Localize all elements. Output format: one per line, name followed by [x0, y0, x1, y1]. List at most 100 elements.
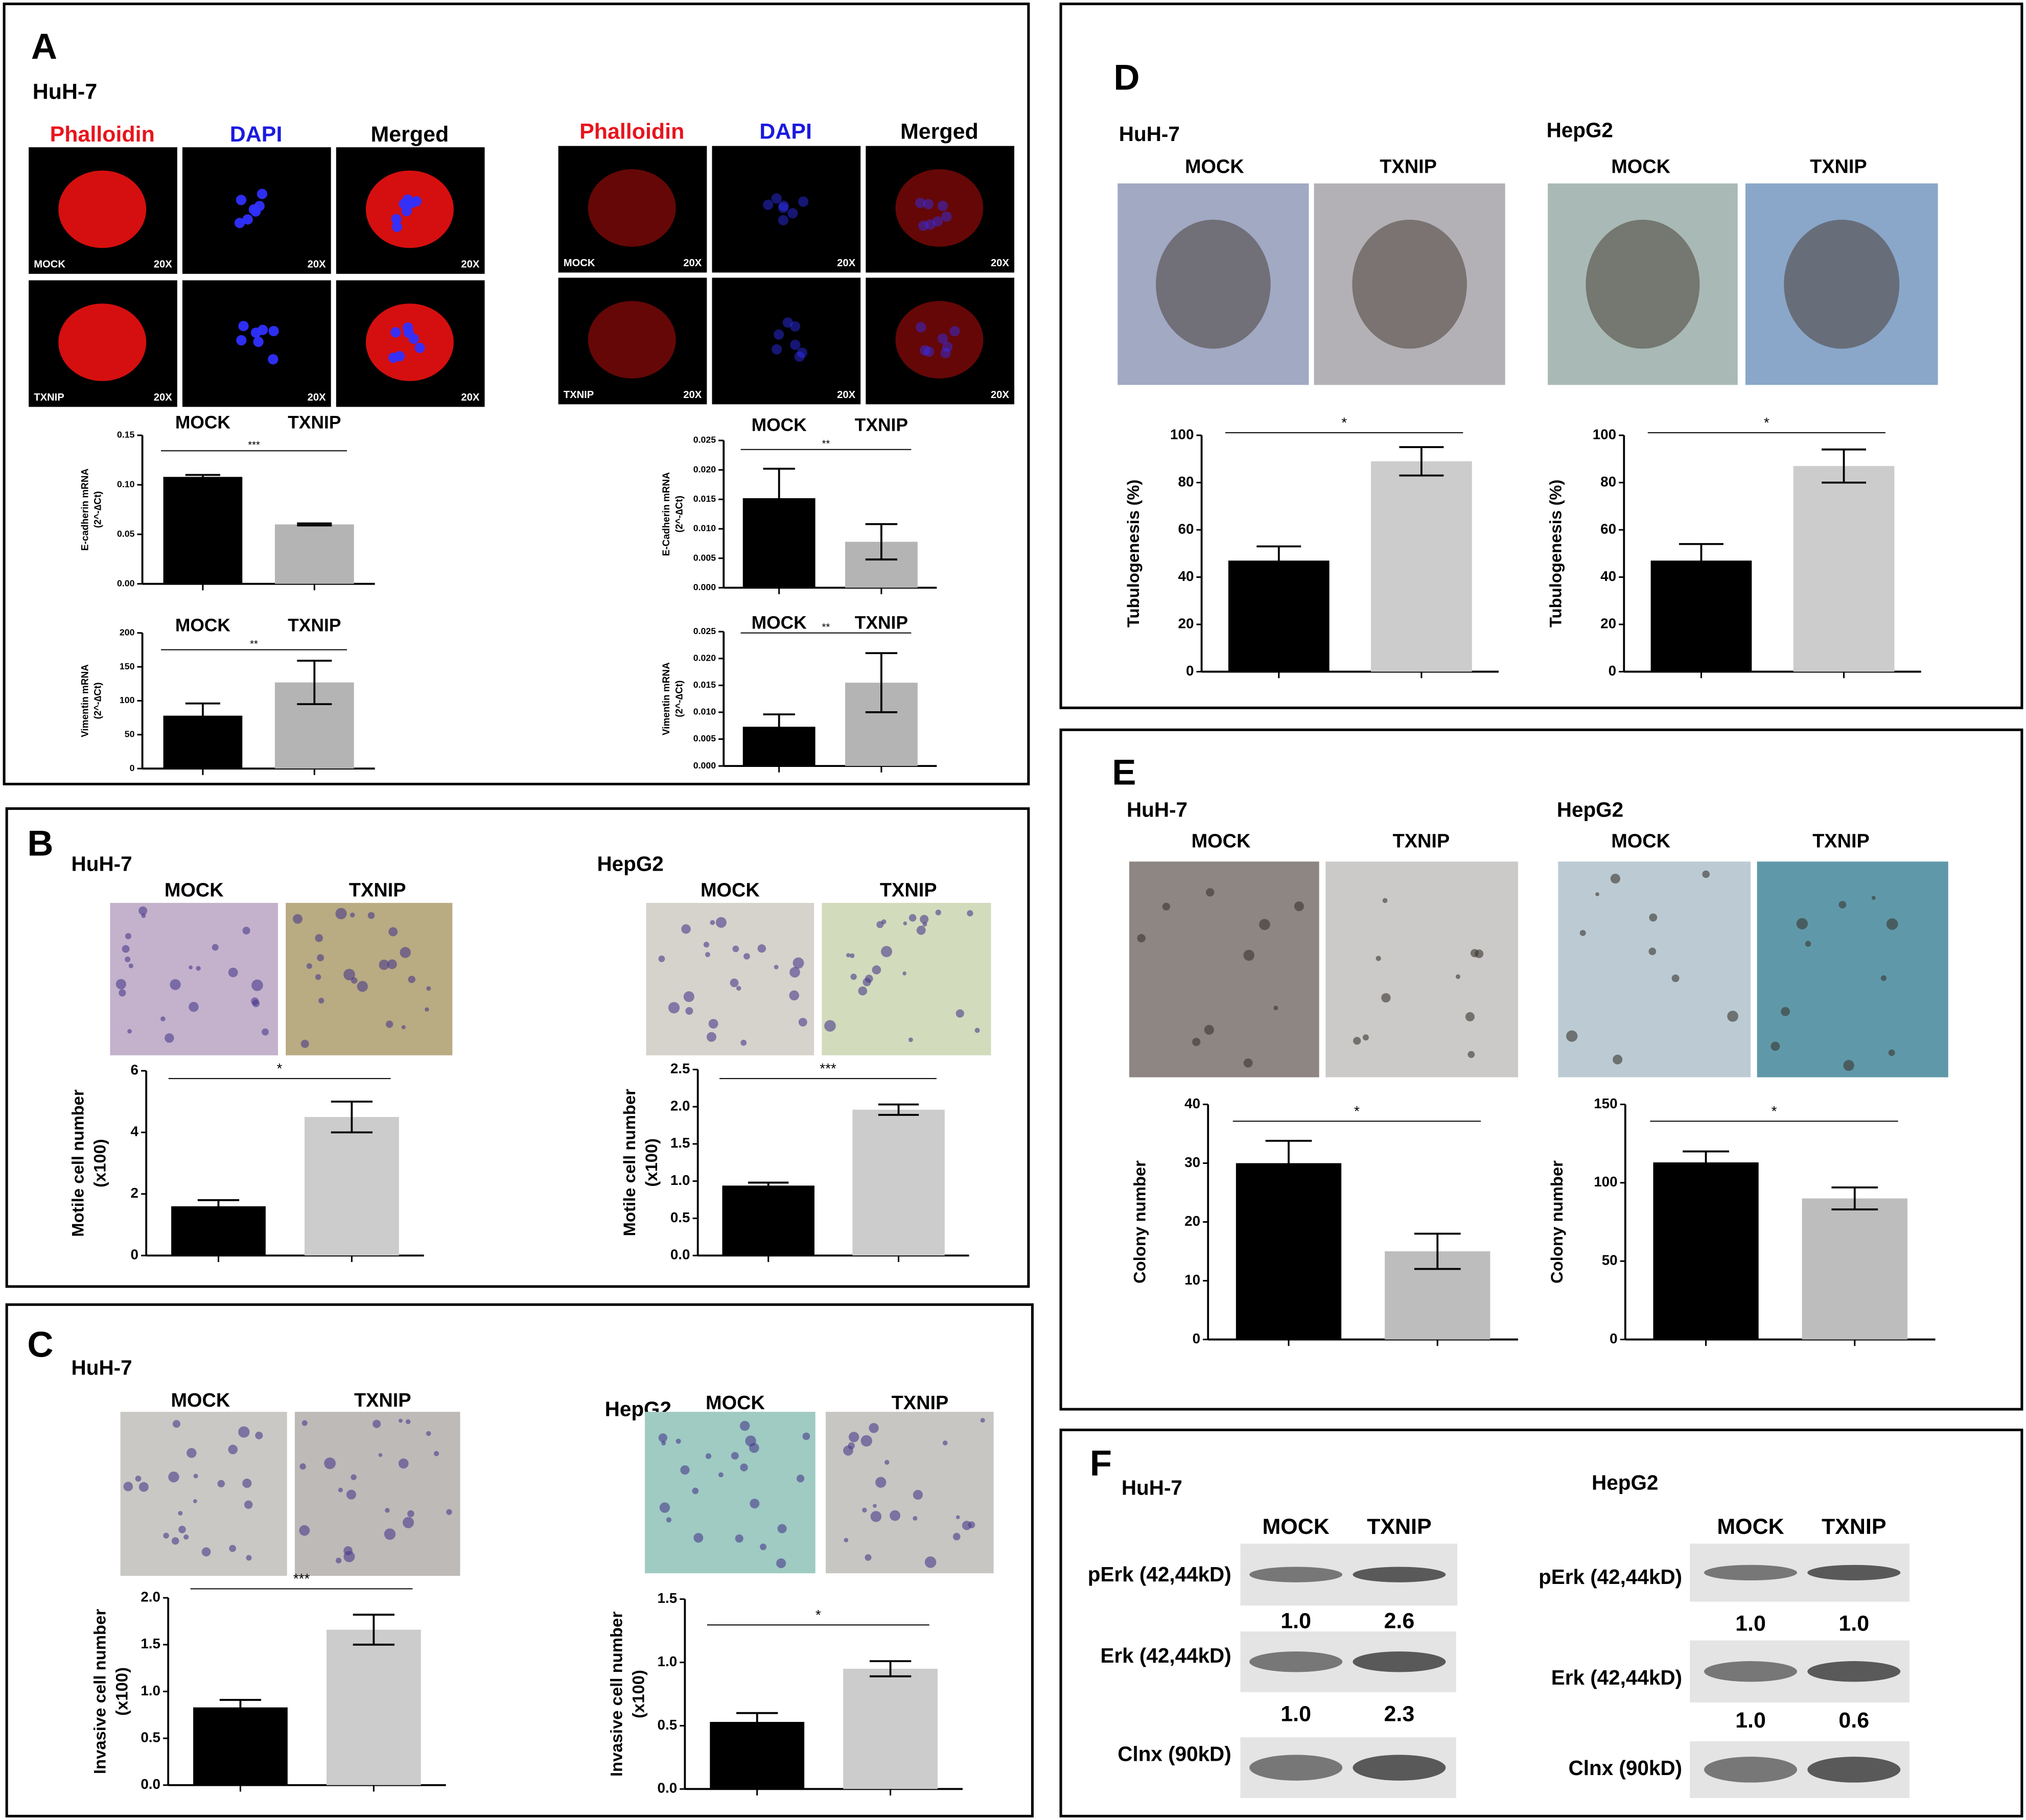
nucleus	[916, 322, 926, 333]
cell	[1273, 1006, 1278, 1011]
y-tick-label: 0.020	[693, 464, 716, 474]
cell	[777, 1524, 787, 1533]
cell	[379, 960, 389, 970]
nucleus	[242, 214, 253, 225]
cell	[956, 1009, 964, 1018]
y-tick-label: 0.020	[693, 652, 716, 663]
actin-stain	[58, 170, 147, 248]
cell	[135, 1475, 142, 1482]
panel-frame	[1059, 1429, 2023, 1817]
cell	[1455, 974, 1460, 979]
cell	[798, 1018, 807, 1026]
cell	[367, 912, 375, 919]
cell	[196, 966, 201, 971]
bar	[304, 1117, 399, 1256]
y-tick-label: 0.005	[693, 733, 716, 743]
cell	[293, 914, 302, 924]
cell	[884, 1460, 890, 1465]
y-axis-label: (2^-∆Ct)	[93, 682, 104, 719]
cell	[1353, 1037, 1361, 1045]
nucleus	[771, 193, 782, 204]
y-tick-label: 0.0	[670, 1247, 690, 1263]
category-label: MOCK	[752, 415, 807, 435]
significance-label: **	[250, 639, 258, 650]
bar	[326, 1629, 421, 1785]
cell	[935, 909, 941, 916]
cell	[749, 1442, 759, 1453]
cell	[824, 1020, 836, 1032]
y-tick-label: 50	[125, 729, 135, 739]
nucleus	[238, 320, 249, 332]
cell	[183, 1534, 189, 1540]
nucleus	[414, 342, 425, 353]
cell-line: HuH-7	[1127, 798, 1187, 821]
cell	[388, 927, 398, 937]
actin-stain	[895, 169, 984, 247]
cell	[426, 986, 431, 991]
cell	[962, 1521, 972, 1530]
cell	[1796, 918, 1808, 929]
magnification-label: 20X	[683, 389, 702, 401]
y-tick-label: 20	[1178, 615, 1194, 631]
panel-frame	[5, 1303, 1034, 1817]
cell	[870, 1511, 882, 1522]
cell	[170, 979, 181, 990]
cell	[736, 986, 741, 991]
y-axis-label: (x100)	[629, 1670, 648, 1718]
y-tick-label: 150	[1594, 1095, 1617, 1111]
magnification-label: 20X	[308, 259, 326, 270]
cell	[212, 944, 219, 951]
cell	[446, 1509, 452, 1515]
cell	[862, 1507, 867, 1513]
nucleus	[940, 347, 951, 359]
cell	[676, 1438, 681, 1444]
nucleus	[798, 196, 809, 207]
nucleus	[391, 221, 403, 232]
bar	[1236, 1163, 1342, 1340]
y-tick-label: 1.5	[658, 1590, 678, 1606]
cell	[357, 981, 368, 992]
band	[1807, 1661, 1901, 1682]
cell	[343, 969, 355, 981]
cell	[757, 944, 766, 953]
bar	[274, 524, 354, 584]
y-tick-label: 0.015	[693, 680, 716, 690]
y-tick-label: 0.000	[693, 582, 716, 592]
y-tick-label: 20	[1184, 1213, 1200, 1229]
cell	[165, 1033, 174, 1043]
cell	[760, 1543, 767, 1550]
panel-label: C	[27, 1324, 53, 1364]
y-axis-label: Invasive cell number	[90, 1609, 109, 1774]
significance-label: *	[1354, 1103, 1360, 1119]
nucleus	[408, 333, 419, 344]
cell	[255, 1431, 263, 1440]
y-tick-label: 10	[1184, 1272, 1200, 1288]
magnification-label: 20X	[991, 389, 1009, 401]
cell	[372, 1419, 381, 1428]
y-tick-label: 100	[1593, 426, 1616, 442]
cell	[315, 974, 321, 980]
cell	[718, 1472, 724, 1478]
cell	[407, 1510, 414, 1518]
nucleus	[925, 219, 936, 230]
cell	[317, 954, 324, 962]
cell	[902, 971, 906, 975]
cell	[850, 953, 855, 959]
bar	[1371, 461, 1472, 672]
cell	[1362, 1034, 1369, 1041]
cell	[1648, 947, 1657, 955]
bar	[163, 477, 243, 584]
nucleus	[919, 345, 930, 356]
y-axis-label: (x100)	[90, 1139, 109, 1187]
y-tick-label: 0.10	[117, 479, 135, 489]
panel-label: A	[31, 26, 57, 66]
cell	[942, 1440, 948, 1445]
y-axis-label: Vimentin mRNA	[80, 664, 90, 737]
cell	[735, 1534, 743, 1543]
cell	[242, 1478, 252, 1488]
panel-label: F	[1090, 1443, 1112, 1483]
nucleus	[257, 189, 268, 199]
magnification-label: 20X	[837, 389, 855, 401]
band	[1807, 1565, 1901, 1581]
